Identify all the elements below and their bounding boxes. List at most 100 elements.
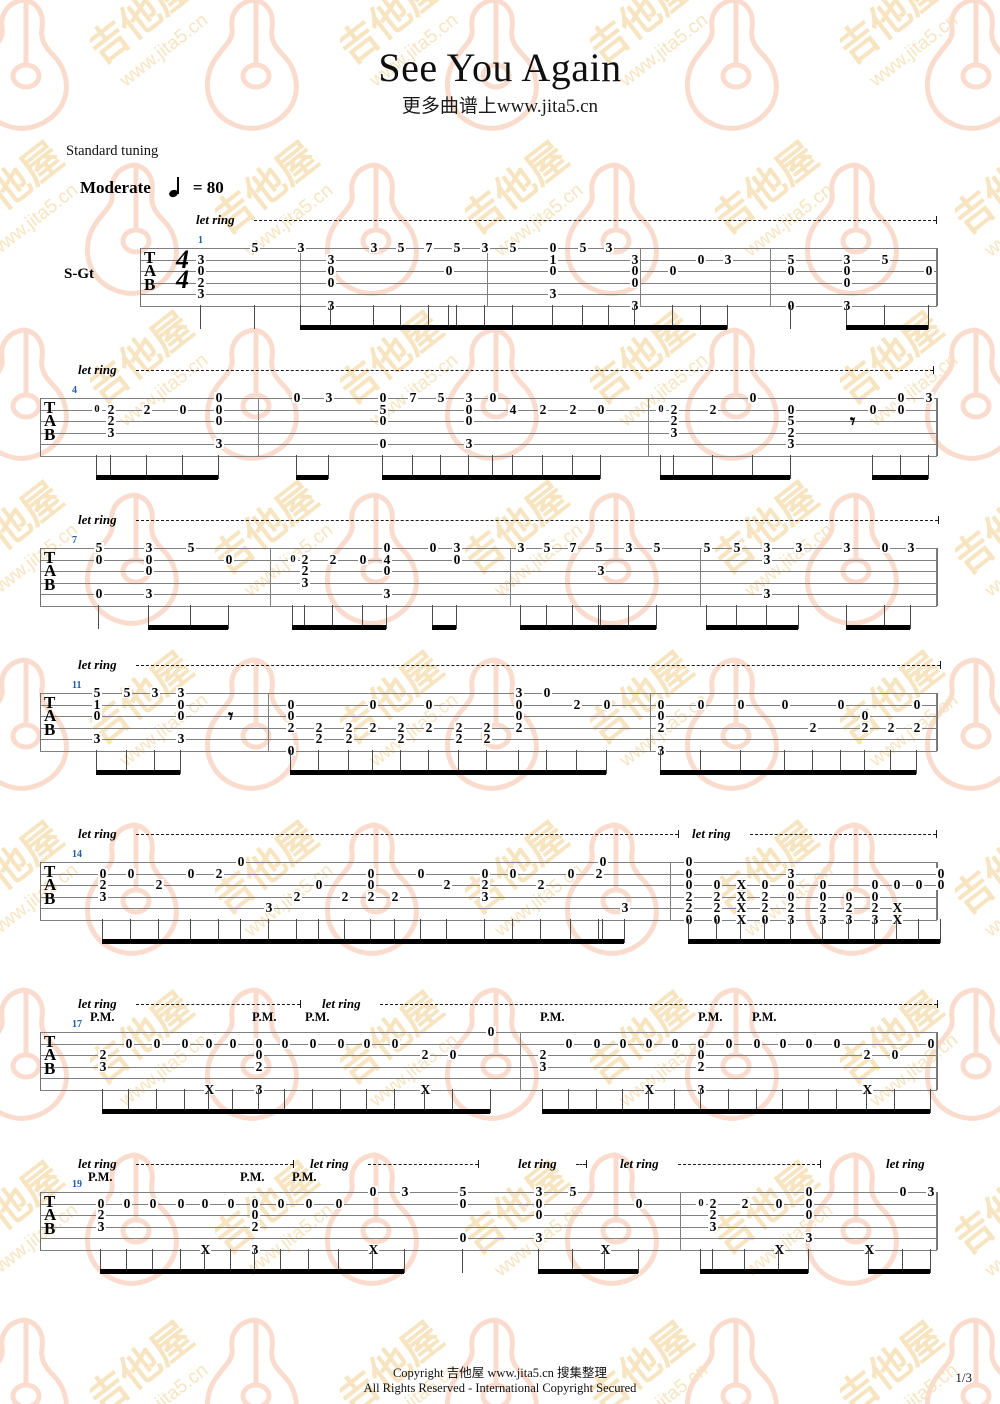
fret-number: 0 <box>488 390 498 405</box>
fret-number: 2 <box>708 401 718 417</box>
fret-number: 3 <box>300 574 310 590</box>
fret-number: 3 <box>762 540 772 555</box>
tab-staff-line <box>40 908 937 910</box>
fret-number: 0 <box>804 1035 814 1051</box>
rhythm-beam <box>458 770 486 775</box>
note-stem <box>412 455 414 479</box>
rhythm-beam <box>96 770 126 775</box>
fret-number: 0 <box>448 1047 458 1063</box>
muted-note: X <box>736 900 747 916</box>
fret-number: 2 <box>250 1218 260 1234</box>
tab-staff-line <box>140 271 937 273</box>
fret-number: 0 <box>924 263 934 279</box>
note-stem <box>764 919 766 943</box>
fret-number: 0 <box>774 1195 784 1211</box>
fret-number: 7 <box>568 540 578 555</box>
rhythm-beam <box>568 1109 596 1114</box>
fret-number: 2 <box>442 877 452 893</box>
tab-staff-line <box>40 920 937 921</box>
note-stem <box>930 1249 932 1273</box>
fret-number: 0 <box>644 1035 654 1051</box>
tab-clef-letter: T <box>44 548 56 567</box>
note-stem <box>440 455 442 479</box>
tab-staff-line <box>40 582 937 584</box>
fret-number: 2 <box>396 719 406 735</box>
fret-number: 3 <box>176 731 186 747</box>
fret-number: 2 <box>254 1058 264 1074</box>
fret-number: 3 <box>452 540 462 555</box>
rhythm-beam <box>412 475 440 480</box>
note-stem <box>462 1249 464 1273</box>
fret-number: 0 <box>860 708 870 724</box>
barline <box>700 548 701 606</box>
palm-mute-marking: P.M. <box>305 1010 330 1024</box>
note-stem <box>240 919 242 943</box>
rhythm-beam <box>674 1109 700 1114</box>
rhythm-beam <box>452 1109 490 1114</box>
fret-number: 3 <box>144 586 154 602</box>
rhythm-beam <box>764 939 790 944</box>
fret-number: 0 <box>670 1035 680 1051</box>
muted-note: X <box>864 1242 875 1257</box>
fret-number: 3 <box>98 888 108 904</box>
fret-number: 0 <box>196 263 206 279</box>
note-stem <box>940 919 942 943</box>
fret-number: 2 <box>454 731 464 747</box>
fret-number: 0 <box>542 685 552 700</box>
note-stem <box>928 305 930 329</box>
rhythm-beam <box>538 1269 572 1274</box>
rhythm-beam <box>370 939 394 944</box>
note-stem <box>582 305 584 329</box>
fret-number: 0 <box>214 413 224 429</box>
fret-number: 2 <box>482 731 492 747</box>
fret-number: 0 <box>358 551 368 567</box>
tab-staff-line <box>40 1238 937 1240</box>
rhythm-beam <box>148 625 190 630</box>
rhythm-beam <box>866 1109 894 1114</box>
rhythm-beam <box>158 939 190 944</box>
note-stem <box>808 1249 810 1273</box>
fret-number: 3 <box>762 551 772 567</box>
rhythm-beam <box>756 1109 782 1114</box>
fret-number: 2 <box>366 888 376 904</box>
fret-number: 0 <box>124 1035 134 1051</box>
rhythm-beam <box>428 770 458 775</box>
rhythm-beam <box>424 1109 452 1114</box>
rhythm-beam <box>896 939 918 944</box>
let-ring-end-tick <box>936 216 938 224</box>
fret-number: 0 <box>936 877 946 893</box>
system-start-barline <box>40 398 42 456</box>
rhythm-beam <box>672 325 700 330</box>
rhythm-beam <box>128 1109 156 1114</box>
fret-number: 3 <box>534 1230 544 1246</box>
muted-note: X <box>200 1242 211 1257</box>
fret-number: 0 <box>94 551 104 567</box>
fret-number: 2 <box>712 888 722 904</box>
rhythm-beam <box>366 1109 394 1114</box>
barline <box>936 248 937 306</box>
note-stem <box>184 1089 186 1113</box>
rhythm-beam <box>728 1109 756 1114</box>
fret-number: 2 <box>396 731 406 747</box>
rhythm-beam <box>868 1269 902 1274</box>
let-ring-marking: let ring <box>78 996 117 1011</box>
fret-number: 0 <box>416 865 426 881</box>
tab-clef-letter: A <box>44 561 57 581</box>
let-ring-dashes <box>136 1164 293 1165</box>
rhythm-beam <box>540 939 570 944</box>
rhythm-beam <box>304 625 332 630</box>
note-stem <box>154 750 156 774</box>
tab-staff-line <box>40 432 937 434</box>
note-stem <box>372 750 374 774</box>
note-stem <box>700 305 702 329</box>
rhythm-beam <box>126 1269 152 1274</box>
tab-staff-line <box>40 548 937 549</box>
barline <box>936 398 937 456</box>
fret-number: 0 <box>276 1195 286 1211</box>
let-ring-end-tick <box>820 1160 822 1168</box>
time-signature-numerator: 4 <box>176 245 189 274</box>
note-stem <box>424 1089 426 1113</box>
tab-staff-line <box>40 1090 937 1091</box>
fret-number: 0 <box>226 1195 236 1211</box>
